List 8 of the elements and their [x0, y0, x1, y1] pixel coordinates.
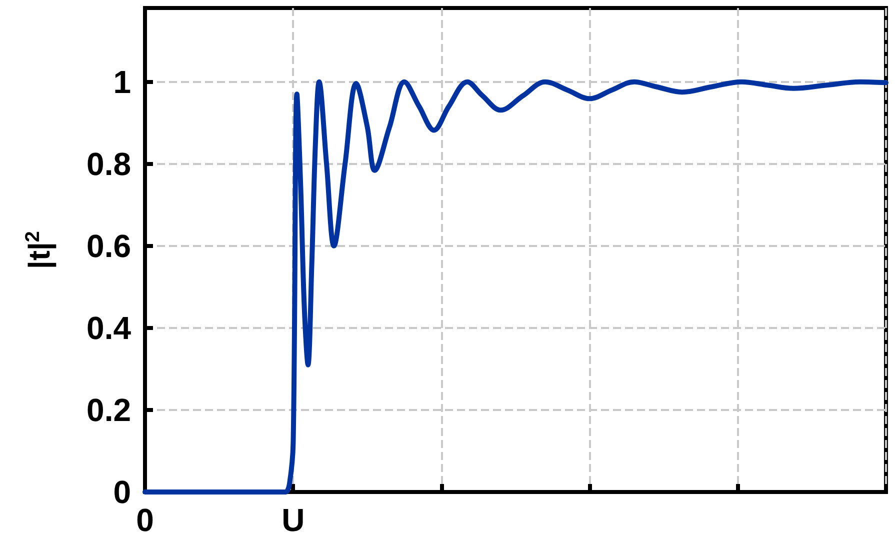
y-tick-label: 0.2 — [86, 392, 131, 428]
y-axis-title: |t|2 — [22, 231, 56, 269]
y-tick-label: 0.6 — [86, 228, 131, 264]
y-tick-label: 0.8 — [86, 146, 131, 182]
x-tick-label: U — [282, 502, 305, 538]
y-tick-label: 0 — [113, 474, 131, 510]
y-tick-label: 1 — [113, 64, 131, 100]
y-tick-label: 0.4 — [86, 310, 132, 346]
